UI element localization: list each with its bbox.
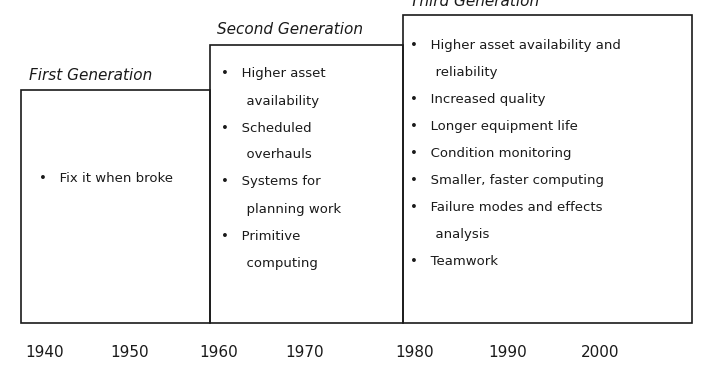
- Text: planning work: planning work: [221, 202, 341, 216]
- Text: •   Longer equipment life: • Longer equipment life: [410, 120, 578, 134]
- Text: •   Failure modes and effects: • Failure modes and effects: [410, 201, 602, 214]
- Text: 1940: 1940: [25, 345, 63, 360]
- Text: computing: computing: [221, 256, 318, 270]
- Text: 1950: 1950: [111, 345, 149, 360]
- Text: reliability: reliability: [410, 66, 498, 80]
- Text: Third Generation: Third Generation: [410, 0, 539, 9]
- Bar: [21, 90, 210, 322]
- Bar: [210, 45, 403, 322]
- Text: •   Fix it when broke: • Fix it when broke: [39, 172, 173, 186]
- Text: •   Higher asset: • Higher asset: [221, 68, 326, 81]
- Text: analysis: analysis: [410, 228, 489, 242]
- Text: •   Scheduled: • Scheduled: [221, 122, 312, 135]
- Text: Second Generation: Second Generation: [217, 22, 364, 38]
- Text: 1990: 1990: [488, 345, 527, 360]
- Bar: [403, 15, 692, 322]
- Text: •   Smaller, faster computing: • Smaller, faster computing: [410, 174, 604, 188]
- Text: 2000: 2000: [581, 345, 620, 360]
- Text: overhauls: overhauls: [221, 148, 312, 162]
- Text: 1960: 1960: [200, 345, 238, 360]
- Text: •   Higher asset availability and: • Higher asset availability and: [410, 39, 621, 53]
- Text: 1970: 1970: [285, 345, 324, 360]
- Text: •   Systems for: • Systems for: [221, 176, 321, 189]
- Text: availability: availability: [221, 94, 319, 108]
- Text: First Generation: First Generation: [29, 68, 152, 82]
- Text: •   Condition monitoring: • Condition monitoring: [410, 147, 572, 160]
- Text: 1980: 1980: [396, 345, 434, 360]
- Text: •   Increased quality: • Increased quality: [410, 93, 545, 106]
- Text: •   Teamwork: • Teamwork: [410, 255, 498, 268]
- Text: •   Primitive: • Primitive: [221, 230, 300, 243]
